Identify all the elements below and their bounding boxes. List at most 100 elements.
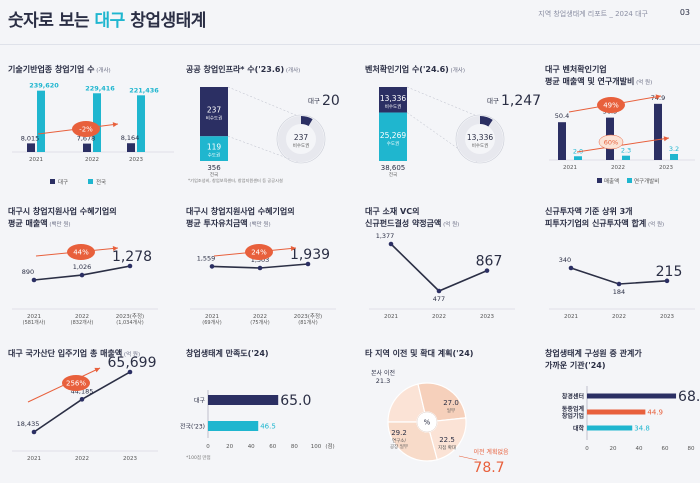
slice-label: 지점 확대	[438, 444, 456, 451]
card-title: 대구시 창업지원사업 수혜기업의 평균 투자유치금액 (백만 원)	[186, 206, 295, 231]
bar-national	[137, 95, 145, 152]
card-title-line: 피투자기업의 신규투자액 합계	[545, 219, 647, 228]
data-label: 477	[433, 295, 445, 303]
pie-center-label: %	[424, 419, 431, 427]
category-label: 창경센터	[562, 393, 584, 401]
card-title-line: 창업생태계 만족도('24)	[186, 349, 269, 358]
legend-swatch-sales	[597, 178, 602, 183]
tick-label: 2023(추정)	[116, 313, 144, 320]
card-title-line: 평균 매출액	[8, 219, 48, 228]
category-label: 대구	[194, 397, 206, 405]
chart-svg: 1,559 2021(69개사) 1,303 2022(75개사) 1,939 2023(…	[190, 244, 336, 326]
trend-arrow-head	[112, 245, 118, 251]
chart-svg: 8,015 239,620 2021 7,678 229,416 2022 8,164 221…	[12, 82, 174, 186]
chart-svg: 1,377 2021 477 2022 867 2023	[369, 232, 515, 320]
data-label-national: 229,416	[85, 84, 115, 92]
category-label: 대학	[573, 425, 585, 433]
legend-swatch-rd	[627, 178, 632, 183]
card-title: 벤처확인기업 수('24.6) (개사)	[365, 64, 465, 77]
series-line	[390, 243, 488, 292]
tick-label: 2022	[253, 314, 267, 320]
tick-label: 2023	[123, 456, 137, 462]
trend-arrow-head	[112, 122, 118, 128]
card-title: 대구 소재 VC의 신규펀드결성 약정금액 (억 원)	[365, 206, 459, 231]
card-title: 창업생태계 만족도('24)	[186, 348, 269, 360]
bar-rd	[574, 156, 582, 160]
data-point	[209, 264, 215, 269]
tick-label: 2023	[659, 165, 673, 171]
slice-label: 22.5	[439, 436, 455, 444]
data-label: 1,559	[197, 254, 216, 262]
title-accent: 대구	[94, 11, 126, 31]
data-label-latest: 867	[476, 254, 503, 270]
data-point	[257, 265, 263, 271]
donut-outline	[276, 114, 326, 164]
bar-national	[37, 90, 45, 152]
card-title: 대구시 창업지원사업 수혜기업의 평균 매출액 (백만 원)	[8, 206, 117, 231]
bar	[587, 409, 646, 415]
report-meta: 지역 창업생태계 리포트 _ 2024 대구	[538, 10, 648, 18]
change-badge	[245, 244, 273, 260]
data-label-sales: 50.4	[555, 112, 569, 120]
stack-bar-metro	[200, 136, 228, 161]
trend-arrow-sales-head	[655, 94, 661, 100]
change-badge-text: -2%	[79, 126, 93, 134]
legend-daegu: 대구	[58, 178, 68, 186]
data-label: 1,303	[251, 256, 270, 264]
card-title-line: 대구 벤처확인기업	[545, 65, 607, 74]
card-title-line: 신규투자액 기준 상위 3개	[545, 207, 633, 216]
chart-svg: 890 2021(581개사) 1,026 2022(832개사) 1,278 2023(…	[12, 244, 158, 326]
data-label: 1,026	[73, 263, 92, 271]
page-title: 숫자로 보는 대구 창업생태계	[8, 6, 206, 31]
bar	[208, 421, 259, 431]
stack-value-nonmetro: 13,336	[380, 94, 406, 103]
card-title-line: 창업생태계 구성원 중 관계가	[545, 349, 642, 358]
data-label-national: 239,620	[29, 82, 59, 90]
card-title-line: 대구시 창업지원사업 수혜기업의	[8, 207, 117, 216]
connector	[227, 136, 299, 163]
change-badge-sales	[597, 97, 625, 113]
data-label: 18,435	[17, 420, 40, 428]
stack-sub-metro: 수도권	[387, 140, 399, 147]
footnote: *100점 만점	[186, 454, 211, 461]
card-unit: (억 원)	[441, 222, 460, 228]
card-title-line: 평균 투자유치금액	[186, 219, 248, 228]
tick-label: 2021	[27, 314, 41, 320]
card-unit: (개사)	[94, 68, 111, 74]
tick-label: 2021	[384, 314, 398, 320]
card-unit: (개사)	[448, 68, 465, 74]
x-tick-label: 0	[585, 446, 589, 452]
card-title: 대구 벤처확인기업 평균 매출액 및 연구개발비 (억 원)	[545, 64, 652, 89]
data-point	[484, 268, 490, 273]
donut-center-sub: 비수도권	[293, 142, 310, 149]
data-label-latest: 215	[656, 264, 683, 280]
data-label-rd: 2.3	[621, 147, 631, 155]
total-sub: 전국	[389, 171, 397, 178]
value-label: 46.5	[260, 423, 276, 431]
tick-label: 2022	[85, 157, 99, 163]
card-relocation: 타 지역 이전 및 확대 계획('24)% 본사 이전 21.3 27.0 일부 22.5…	[365, 348, 537, 483]
x-tick-label: 0	[206, 444, 210, 450]
no-plan-value: 78.7	[473, 460, 504, 476]
donut-slice-daegu	[479, 116, 493, 127]
card-title-line: 가까운 기관('24)	[545, 361, 606, 370]
chart-svg: 18,435 2021 44,185 2022 65,699 2023 256%	[12, 355, 158, 462]
bar-national	[93, 93, 101, 152]
donut-center-value: 237	[294, 133, 309, 142]
value-label: 68.5	[678, 389, 700, 405]
bar-daegu	[27, 143, 35, 152]
slice-label: 27.0	[443, 399, 459, 407]
stack-value-nonmetro: 237	[207, 106, 222, 115]
tick-sublabel: (1,034개사)	[116, 319, 143, 326]
tick-label: 2021	[29, 157, 43, 163]
donut-label-value: 1,247	[501, 93, 541, 109]
data-label-national: 221,436	[129, 86, 159, 94]
bar-rd	[622, 155, 630, 160]
no-plan-label: 이전 계획없음	[473, 448, 509, 456]
data-label: 44,185	[71, 387, 94, 395]
